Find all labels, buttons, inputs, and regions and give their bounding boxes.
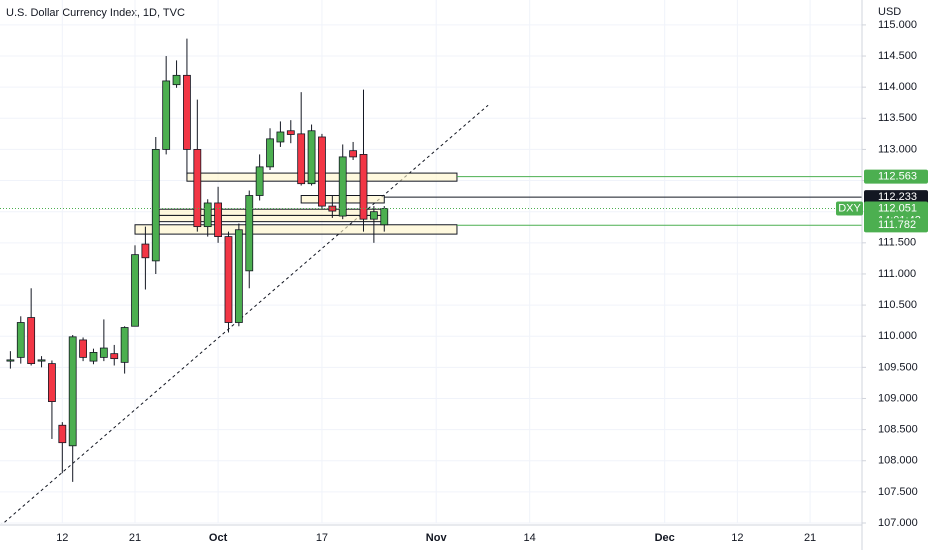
- zone: [155, 208, 385, 216]
- y-tick-label: 110.500: [878, 299, 917, 311]
- candle-body: [16, 322, 25, 358]
- y-tick-label: 107.500: [878, 486, 918, 498]
- y-tick-label: 113.500: [878, 112, 917, 124]
- y-tick-label: 111.000: [878, 268, 916, 280]
- candle-body: [380, 208, 389, 226]
- x-tick-label: Nov: [426, 532, 448, 544]
- candle-body: [120, 327, 129, 363]
- x-tick-label: Oct: [209, 532, 228, 544]
- y-tick-label: 108.500: [878, 424, 918, 436]
- y-tick-label: 109.500: [878, 361, 918, 373]
- zone: [155, 214, 385, 223]
- candle-body: [37, 359, 46, 362]
- candle-body: [266, 138, 274, 168]
- candle-body: [172, 74, 181, 86]
- candle-body: [286, 130, 295, 135]
- y-tick-label: 109.000: [878, 392, 918, 404]
- candle-body: [245, 195, 254, 272]
- candle-body: [6, 359, 15, 362]
- candle-body: [48, 363, 56, 402]
- y-tick-label: 113.000: [878, 143, 917, 155]
- y-tick-label: 115.000: [878, 19, 917, 31]
- candle-body: [58, 424, 67, 444]
- y-tick-label: 111.500: [878, 237, 916, 249]
- candle-body: [328, 205, 337, 212]
- candle-body: [68, 336, 77, 447]
- candle-body: [255, 166, 264, 196]
- candle-body: [297, 133, 306, 185]
- level-label: 111.782: [878, 219, 916, 231]
- candle-body: [224, 236, 233, 323]
- level-label: 112.563: [878, 171, 917, 183]
- x-tick-label: 14: [524, 532, 536, 544]
- candle-body: [141, 243, 150, 259]
- symbol-box: [836, 201, 863, 216]
- trendline: [0, 104, 489, 527]
- candle-body: [131, 254, 139, 327]
- candle-body: [183, 74, 191, 150]
- candle-body: [162, 80, 171, 150]
- y-tick-label: 114.000: [878, 81, 917, 93]
- candle-body: [338, 156, 347, 217]
- candle-body: [99, 347, 108, 358]
- x-tick-label: 21: [129, 532, 141, 544]
- candle-body: [79, 339, 87, 358]
- y-tick-label: 107.000: [878, 517, 918, 529]
- x-tick-label: Dec: [655, 532, 675, 544]
- candle-body: [110, 353, 119, 360]
- candle-body: [276, 131, 285, 143]
- zone: [134, 224, 458, 235]
- candle-body: [318, 136, 326, 207]
- price-label: 112.051: [878, 202, 917, 214]
- candle-body: [151, 149, 160, 262]
- candle-body: [349, 150, 358, 158]
- level-label-box: [864, 169, 928, 184]
- currency-label: USD: [878, 6, 901, 18]
- candle-body: [359, 154, 368, 220]
- candle-body: [89, 352, 98, 362]
- candle-body: [307, 130, 316, 185]
- chart-title: U.S. Dollar Currency Index, 1D, TVC: [6, 7, 185, 19]
- symbol-label: DXY: [838, 202, 861, 214]
- candle-body: [369, 211, 378, 220]
- level-label-box: [864, 190, 928, 205]
- x-tick-label: 21: [804, 532, 816, 544]
- y-tick-label: 110.000: [878, 330, 917, 342]
- x-tick-label: 17: [316, 532, 328, 544]
- candle-body: [27, 317, 36, 365]
- candle-body: [203, 202, 212, 228]
- level-label: 112.233: [878, 191, 917, 203]
- x-tick-label: 12: [731, 532, 743, 544]
- axis-panel: [0, 524, 862, 550]
- candle-body: [193, 149, 202, 228]
- x-tick-label: 12: [56, 532, 68, 544]
- axis-panel: [862, 0, 932, 550]
- candle-body: [234, 229, 243, 323]
- y-tick-label: 114.500: [878, 50, 917, 62]
- y-tick-label: 108.000: [878, 455, 918, 467]
- candle-body: [214, 202, 222, 237]
- level-label-box: [864, 218, 928, 233]
